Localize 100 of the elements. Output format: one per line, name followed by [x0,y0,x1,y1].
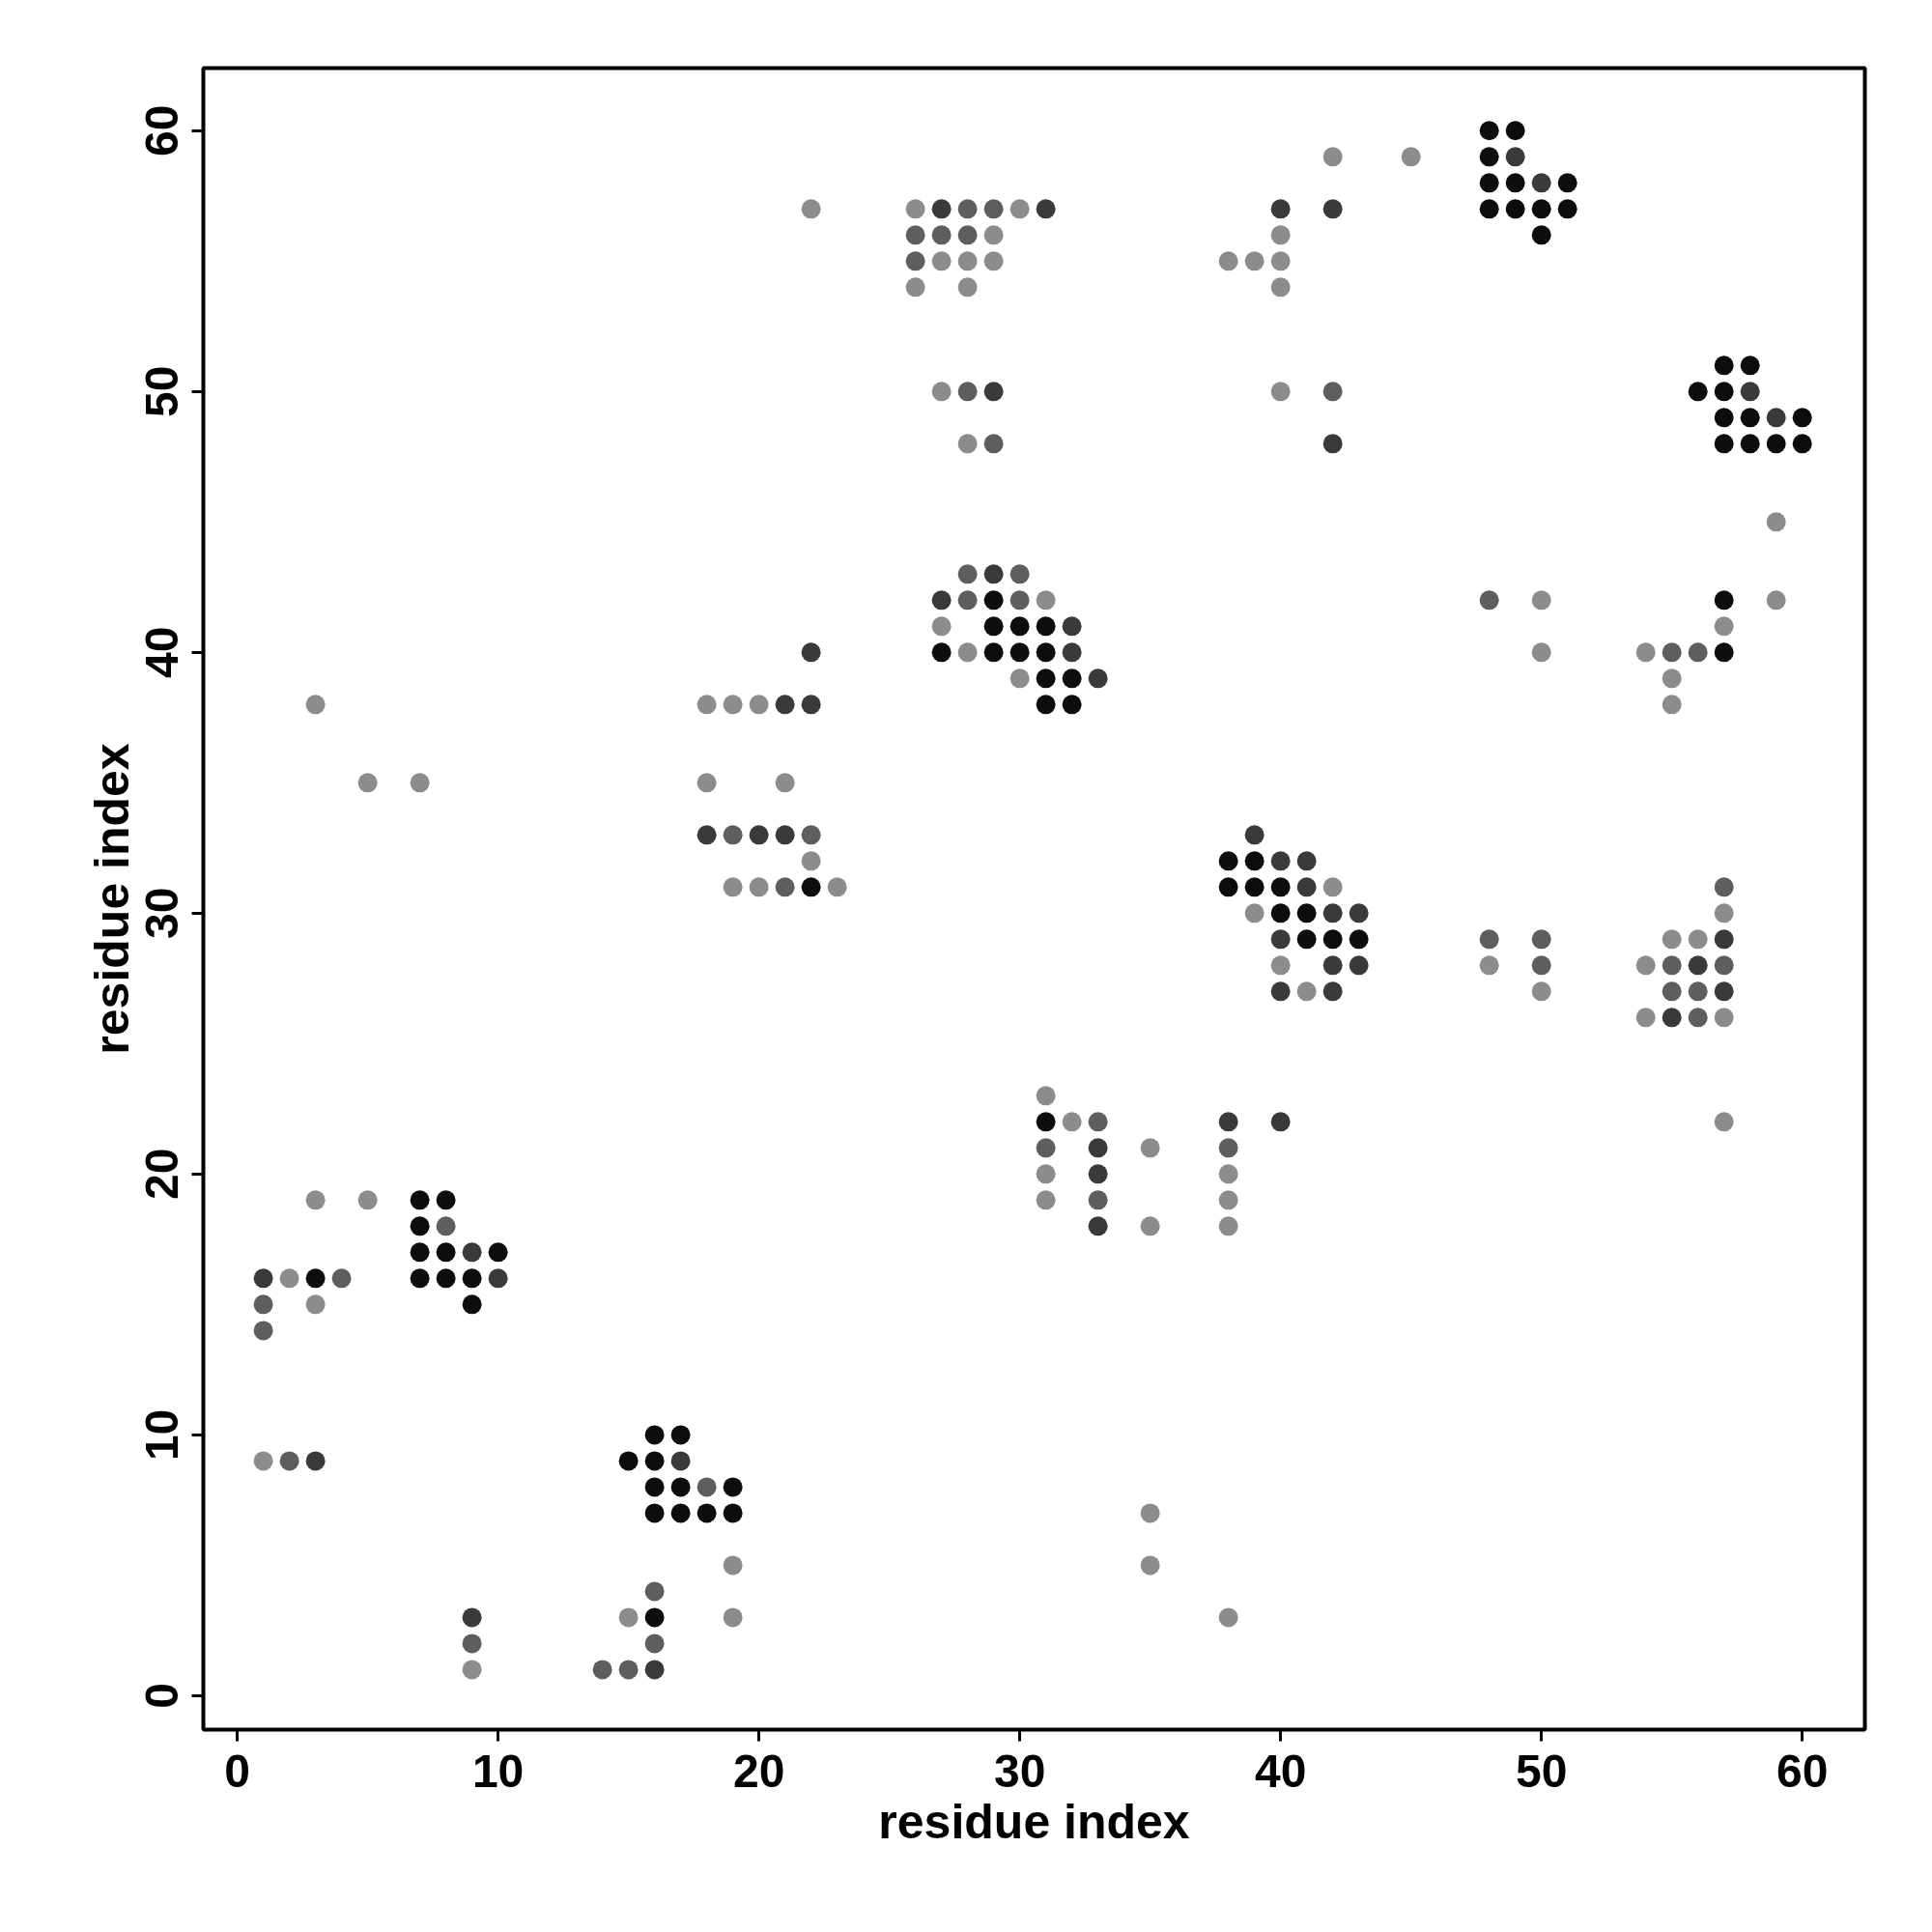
point [1322,903,1343,923]
x-tick-label: 10 [471,1745,525,1797]
point [1088,1138,1108,1158]
point [1479,590,1499,611]
point [1009,564,1030,584]
y-tick-label: 10 [136,1408,188,1462]
point [1062,616,1082,637]
point [1322,434,1343,454]
point [644,1660,665,1680]
point [905,225,925,245]
point [983,434,1004,454]
point [1688,1008,1708,1028]
point [931,590,952,611]
point [1322,382,1343,402]
point [1036,199,1056,219]
point [801,642,821,663]
point [1296,851,1317,871]
point [1531,955,1551,976]
y-tick-label: 0 [136,1683,188,1709]
point [592,1660,612,1680]
point [957,590,978,611]
point [253,1294,273,1315]
point [1662,642,1682,663]
point [1322,955,1343,976]
point [1218,1138,1238,1158]
point [462,1607,482,1628]
point [1714,955,1734,976]
point [957,564,978,584]
point [253,1321,273,1341]
point [723,825,743,845]
y-tick-label: 50 [136,365,188,418]
point [1322,981,1343,1002]
point [1322,199,1343,219]
point [1740,382,1760,402]
point [1062,642,1082,663]
point [775,825,795,845]
x-axis-title: residue index [878,1794,1190,1849]
point [801,695,821,715]
point [305,1451,326,1471]
point [931,225,952,245]
point [1714,981,1734,1002]
point [749,825,769,845]
x-tick-label: 60 [1776,1745,1829,1797]
point [462,1634,482,1654]
x-tick-label: 50 [1515,1745,1568,1797]
point [775,877,795,897]
point [1662,981,1682,1002]
point [983,199,1004,219]
point [644,1581,665,1602]
point [957,382,978,402]
point [644,1634,665,1654]
point [1088,668,1108,689]
point [1244,825,1264,845]
x-tick-label: 0 [224,1745,250,1797]
x-tick-label: 30 [993,1745,1046,1797]
x-tick-label: 40 [1254,1745,1307,1797]
point [488,1268,508,1289]
point [331,1268,352,1289]
point [1714,929,1734,950]
point [1766,408,1786,428]
point [1009,590,1030,611]
point [931,199,952,219]
point [1088,1216,1108,1236]
point [462,1242,482,1263]
point [1714,877,1734,897]
point [1270,851,1291,871]
y-axis-title: residue index [84,743,139,1055]
y-tick-label: 60 [136,104,188,156]
point [1270,981,1291,1002]
point [1688,642,1708,663]
point [1088,1190,1108,1210]
y-tick-label: 20 [136,1148,188,1201]
point [1479,929,1499,950]
point [1349,903,1369,923]
point [696,825,717,845]
point [279,1451,299,1471]
point [957,199,978,219]
point [1349,955,1369,976]
point [1662,1008,1682,1028]
point [957,225,978,245]
point [436,1216,456,1236]
point [618,1660,639,1680]
point [983,382,1004,402]
y-tick-label: 30 [136,887,188,940]
point [253,1268,273,1289]
point [983,564,1004,584]
point [775,695,795,715]
point [801,825,821,845]
point [1531,173,1551,193]
point [1296,877,1317,897]
point [1531,929,1551,950]
x-tick-label: 20 [732,1745,785,1797]
point [1688,955,1708,976]
point [1270,929,1291,950]
point [1270,199,1291,219]
point [1088,1112,1108,1132]
point [1218,1112,1238,1132]
point [1688,981,1708,1002]
y-tick-label: 40 [136,626,188,679]
point [1662,955,1682,976]
